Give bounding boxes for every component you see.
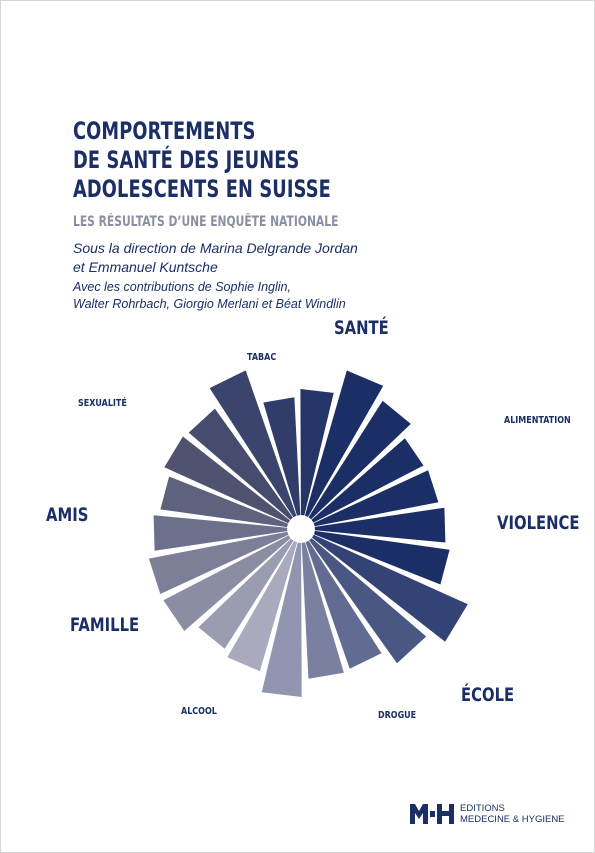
editors-line-1: Sous la direction de Marina Delgrande Jo… bbox=[73, 240, 358, 256]
wheel-wedge bbox=[314, 507, 446, 543]
contributors: Avec les contributions de Sophie Inglin,… bbox=[73, 279, 346, 313]
wheel-wedge bbox=[305, 540, 382, 669]
publisher-block: EDITIONS MEDECINE & HYGIENE bbox=[410, 803, 565, 825]
label-famille: FAMILLE bbox=[70, 614, 140, 636]
label-sante: SANTÉ bbox=[334, 317, 389, 339]
wheel-wedge bbox=[313, 470, 439, 527]
label-tabac: TABAC bbox=[247, 352, 277, 363]
wheel-wedge bbox=[227, 541, 298, 672]
publisher-line-2: MEDECINE & HYGIENE bbox=[460, 814, 565, 825]
wheel-wedge bbox=[309, 538, 427, 664]
wheel-wedge bbox=[261, 542, 302, 697]
editors-line-2: et Emmanuel Kuntsche bbox=[73, 259, 218, 275]
wheel-wedge bbox=[308, 400, 411, 520]
wheel-wedge bbox=[300, 389, 334, 516]
publisher-line-1: EDITIONS bbox=[460, 803, 505, 814]
publisher-name: EDITIONS MEDECINE & HYGIENE bbox=[460, 803, 565, 825]
wheel-wedge bbox=[304, 370, 384, 517]
title-line-3: ADOLESCENTS EN SUISSE bbox=[73, 175, 331, 203]
wheel-wedge bbox=[188, 408, 293, 520]
title-line-1: COMPORTEMENTS bbox=[73, 117, 256, 145]
contributors-line-2: Walter Rohrbach, Giorgio Merlani et Béat… bbox=[73, 297, 346, 311]
book-title: COMPORTEMENTS DE SANTÉ DES JEUNES ADOLES… bbox=[73, 117, 331, 204]
label-alcool: ALCOOL bbox=[181, 706, 217, 717]
label-ecole: ÉCOLE bbox=[461, 684, 515, 706]
publisher-logo-icon bbox=[410, 804, 454, 824]
title-line-2: DE SANTÉ DES JEUNES bbox=[73, 146, 300, 174]
label-alimentation: ALIMENTATION bbox=[504, 415, 571, 426]
wheel-wedge bbox=[148, 531, 289, 594]
wheel-wedge bbox=[314, 530, 450, 585]
label-amis: AMIS bbox=[46, 504, 89, 526]
wheel-wedge bbox=[198, 538, 294, 649]
book-subtitle: LES RÉSULTATS D’UNE ENQUÊTE NATIONALE bbox=[73, 214, 339, 230]
wheel-wedge bbox=[163, 535, 291, 631]
wheel-wedge bbox=[209, 370, 297, 518]
wheel-wedge bbox=[301, 542, 344, 679]
editors: Sous la direction de Marina Delgrande Jo… bbox=[73, 239, 358, 277]
wheel-wedge bbox=[160, 476, 288, 528]
label-sexualite: SEXUALITÉ bbox=[78, 398, 127, 409]
label-drogue: DROGUE bbox=[378, 710, 417, 721]
wheel-wedge bbox=[164, 436, 290, 524]
wheel-wedge bbox=[312, 534, 468, 642]
contributors-line-1: Avec les contributions de Sophie Inglin, bbox=[73, 280, 291, 294]
wheel-wedge bbox=[311, 438, 424, 523]
wheel-wedge bbox=[263, 397, 301, 516]
label-violence: VIOLENCE bbox=[497, 512, 580, 534]
wheel-wedge bbox=[153, 515, 288, 551]
